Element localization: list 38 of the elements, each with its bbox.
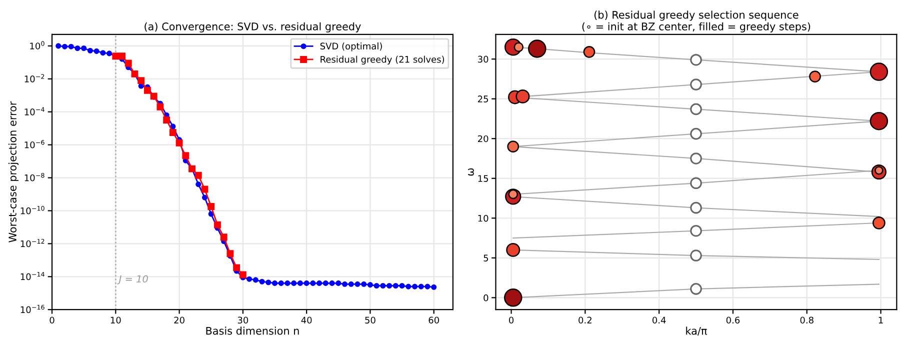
x-tick-label: 0.8 — [800, 316, 814, 324]
chart-title: (b) Residual greedy selection sequence (∘ = init at BZ center, filled = greedy steps) — [582, 10, 810, 32]
ref-line-label: J = 10 — [117, 275, 148, 284]
y-tick-label: 25 — [478, 96, 488, 102]
y-tick-label: 10$^{−10}$ — [20, 206, 44, 214]
y-tick-label: 10$^{−2}$ — [24, 74, 44, 82]
x-axis-title: Basis dimension n — [206, 326, 299, 335]
x-tick-label: 20 — [174, 316, 184, 324]
x-tick-label: 0 — [50, 316, 54, 324]
x-tick-label: 30 — [238, 316, 248, 324]
y-tick-label: 20 — [478, 135, 488, 142]
x-tick-label: 1 — [878, 316, 883, 324]
y-tick-label: 5 — [484, 254, 488, 262]
y-tick-label: 10$^{−16}$ — [20, 304, 44, 314]
chart-title: (a) Convergence: SVD vs. residual greedy — [144, 22, 361, 32]
x-tick-label: 0.2 — [578, 316, 592, 324]
y-tick-label: 10$^{−8}$ — [24, 172, 44, 182]
legend-label: Residual greedy (21 solves) — [320, 56, 444, 65]
y-tick-label: 10$^{−14}$ — [20, 272, 44, 280]
x-axis-title: ka/π — [686, 326, 707, 336]
y-tick-label: 15 — [478, 175, 488, 182]
legend-label: SVD (optimal) — [320, 42, 382, 52]
y-axis-title: ω — [468, 168, 474, 176]
x-tick-label: 0.4 — [652, 316, 666, 324]
y-tick-label: 10$^{0}$ — [30, 41, 44, 50]
x-tick-label: 60 — [428, 316, 439, 324]
x-tick-label: 0.6 — [726, 316, 740, 324]
x-tick-label: 10 — [110, 316, 121, 324]
y-tick-label: 10$^{−6}$ — [24, 140, 44, 148]
x-tick-label: 50 — [365, 316, 376, 324]
y-tick-label: 10 — [478, 214, 488, 222]
y-tick-label: 10$^{−12}$ — [20, 238, 44, 248]
y-axis-title: Worst-case projection error — [8, 101, 18, 242]
y-tick-label: 30 — [478, 56, 488, 63]
x-tick-label: 40 — [301, 316, 312, 324]
y-tick-label: 0 — [484, 294, 488, 302]
x-tick-label: 0 — [508, 316, 514, 324]
y-tick-label: 10$^{−4}$ — [24, 107, 44, 116]
